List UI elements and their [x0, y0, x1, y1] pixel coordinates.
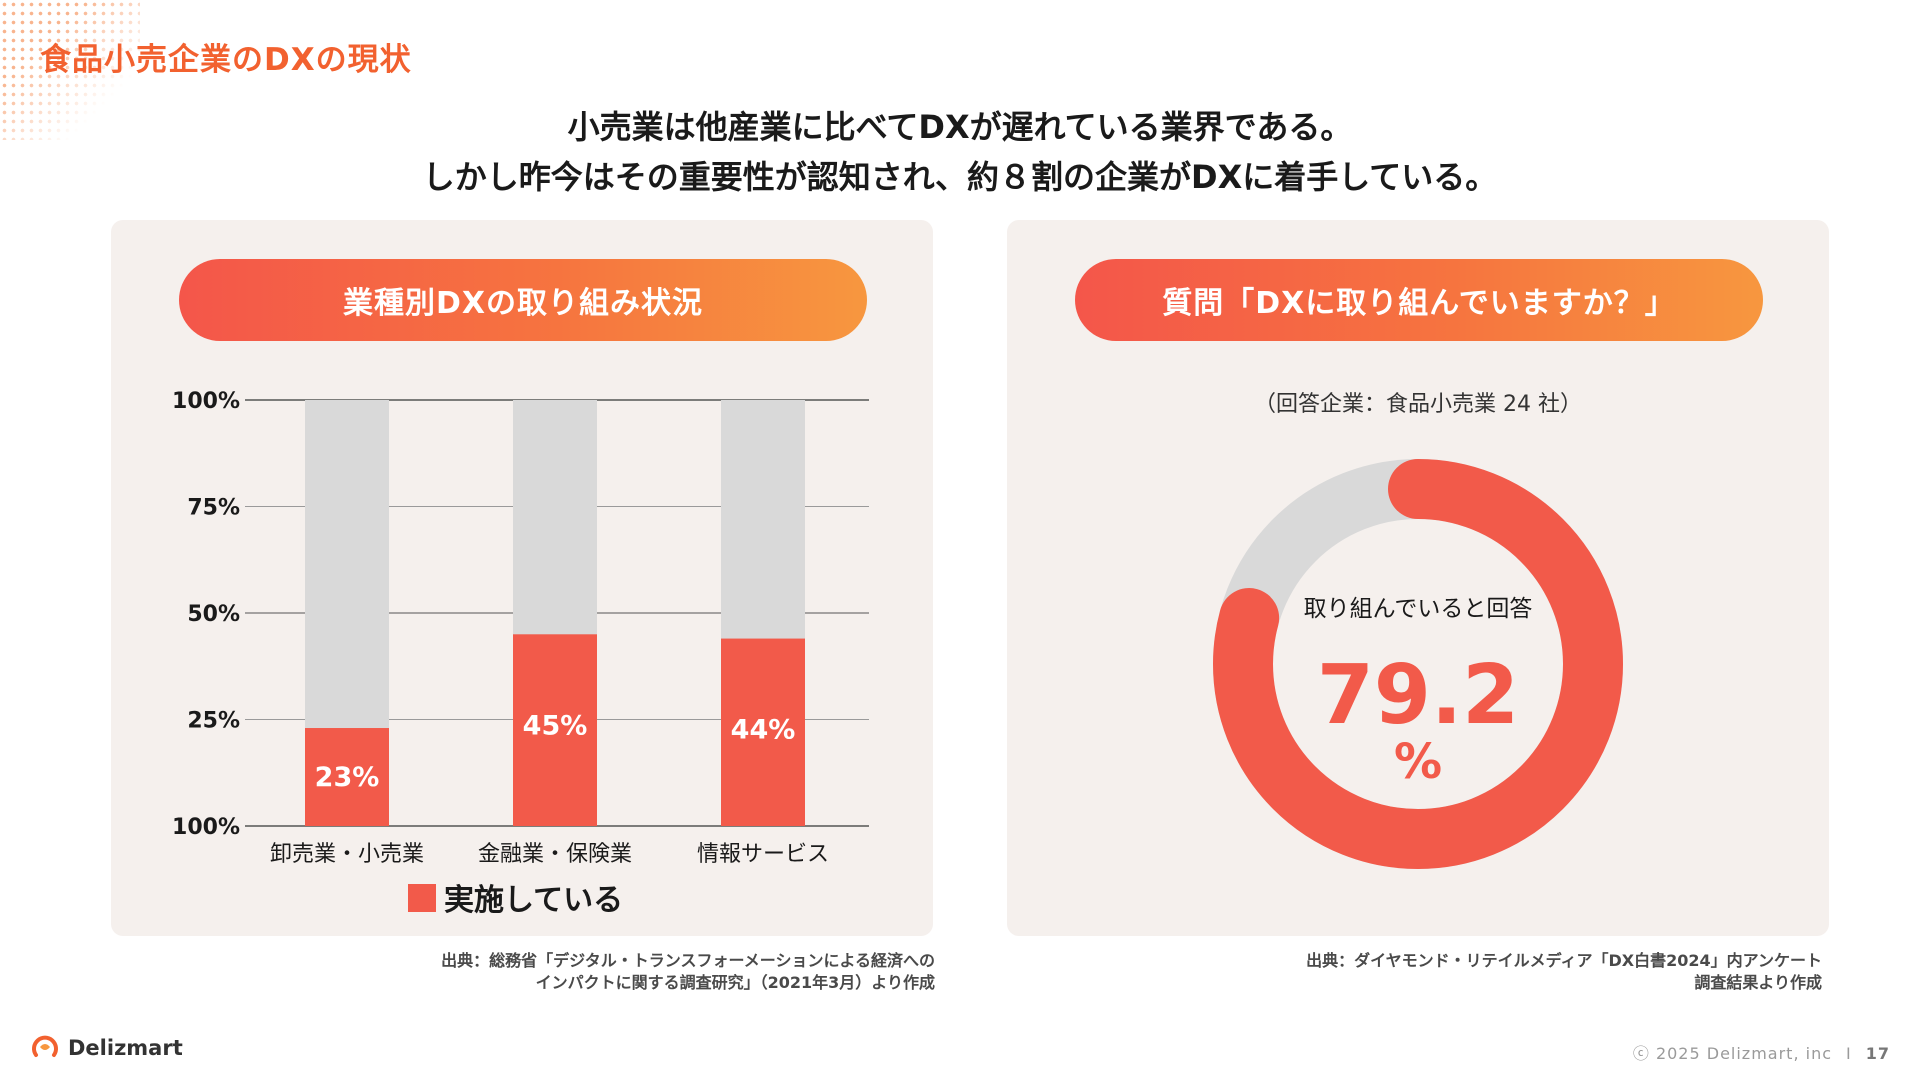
bar-value — [721, 638, 805, 826]
donut-chart-panel: 質問「DXに取り組んでいますか？」 （回答企業：食品小売業 24 社） 取り組ん… — [1007, 220, 1829, 936]
bar-data-label: 44% — [731, 715, 796, 746]
page-number: 17 — [1865, 1044, 1890, 1063]
legend-swatch — [408, 884, 436, 912]
bar-data-label: 45% — [523, 710, 588, 741]
logo-icon — [32, 1035, 58, 1057]
respondents-note: （回答企業：食品小売業 24 社） — [1254, 392, 1582, 417]
donut-value-arc — [1213, 459, 1623, 869]
decorative-dots — [0, 0, 140, 140]
y-tick-label: 100% — [172, 815, 240, 840]
bar-value — [513, 634, 597, 826]
y-tick-label: 50% — [187, 602, 240, 627]
left-source-line-1: 出典：総務省「デジタル・トランスフォーメーションによる経済への — [441, 951, 935, 970]
legend-label: 実施している — [444, 883, 623, 918]
bar-chart-panel: 業種別DXの取り組み状況 100% 25% 50% 75% 100% 23% 卸売業・小売業… — [111, 220, 933, 936]
footer: ⓒ 2025 Delizmart, inc I 17 — [1633, 1040, 1890, 1064]
y-tick-label: 25% — [187, 709, 240, 734]
x-tick-label: 卸売業・小売業 — [270, 842, 424, 867]
donut-center-value: 79.2 — [1317, 648, 1519, 743]
bar-data-label: 23% — [315, 762, 380, 793]
right-source-line-2: 調査結果より作成 — [1694, 973, 1822, 992]
bar-chart: 100% 25% 50% 75% 100% 23% 卸売業・小売業 45% 金融業・保険業 44%… — [172, 389, 869, 918]
donut-center-unit: % — [1394, 734, 1442, 790]
bar-value — [305, 728, 389, 826]
logo-text: Delizmart — [68, 1036, 183, 1060]
right-source-line-1: 出典：ダイヤモンド・リテイルメディア「DX白書2024」内アンケート — [1306, 951, 1822, 970]
donut-chart: 取り組んでいると回答 79.2% — [1213, 459, 1623, 869]
donut-center-label: 取り組んでいると回答 — [1304, 596, 1533, 622]
footer-separator: I — [1846, 1044, 1852, 1063]
right-source-note: 出典：ダイヤモンド・リテイルメディア「DX白書2024」内アンケート 調査結果よ… — [1100, 950, 1822, 994]
headline-line-2: しかし昨今はその重要性が認知され、約８割の企業がDXに着手している。 — [422, 158, 1498, 196]
y-tick-label: 75% — [187, 496, 240, 521]
bar-chart-pill-title: 業種別DXの取り組み状況 — [179, 259, 867, 341]
donut-chart-pill-title: 質問「DXに取り組んでいますか？」 — [1075, 259, 1763, 341]
slide-title: 食品小売企業のDXの現状 — [40, 42, 412, 78]
headline-line-1: 小売業は他産業に比べてDXが遅れている業界である。 — [567, 108, 1353, 146]
x-tick-label: 情報サービス — [697, 842, 829, 867]
left-source-line-2: インパクトに関する調査研究」（2021年3月）より作成 — [535, 973, 935, 992]
company-logo: Delizmart — [30, 1033, 183, 1063]
x-tick-label: 金融業・保険業 — [478, 842, 632, 867]
y-tick-label: 100% — [172, 389, 240, 414]
copyright: ⓒ 2025 Delizmart, inc — [1632, 1044, 1833, 1063]
left-source-note: 出典：総務省「デジタル・トランスフォーメーションによる経済への インパクトに関す… — [300, 950, 935, 994]
